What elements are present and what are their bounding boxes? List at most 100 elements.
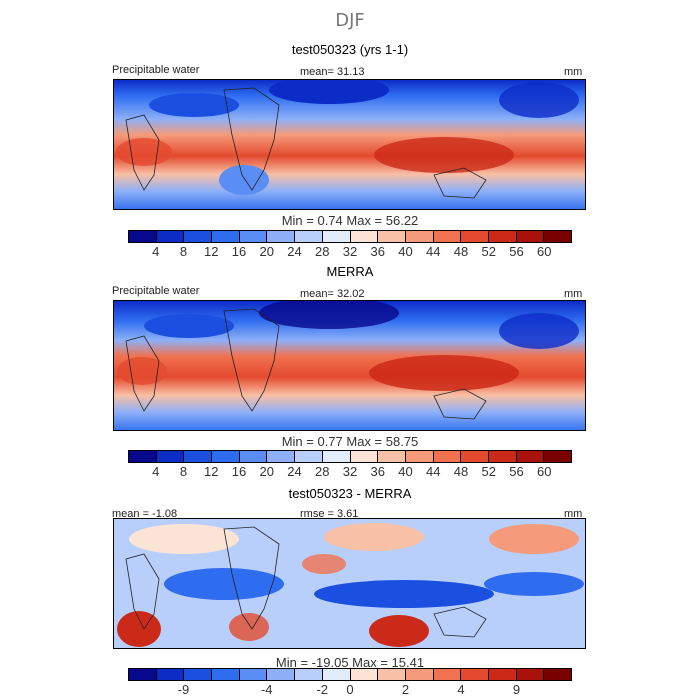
colorbar-swatch bbox=[295, 231, 323, 242]
colorbar-swatch bbox=[156, 231, 185, 242]
panel-3-map bbox=[113, 518, 586, 649]
colorbar-swatch bbox=[350, 451, 379, 462]
colorbar-swatch bbox=[239, 231, 268, 242]
colorbar-tick-label: 28 bbox=[315, 464, 330, 479]
colorbar-tick-label: 12 bbox=[204, 464, 219, 479]
colorbar-swatch bbox=[239, 669, 268, 680]
colorbar-swatch bbox=[488, 231, 517, 242]
colorbar-swatch bbox=[378, 231, 406, 242]
colorbar-swatch bbox=[544, 669, 571, 680]
panel-1-colorbar-ticks: 4 8 12 16 20 24 28 32 36 40 44 48 52 56 60 bbox=[128, 244, 572, 260]
colorbar-tick-label: 16 bbox=[231, 464, 247, 479]
panel-2-mean-label: mean= 32.02 bbox=[300, 288, 365, 300]
colorbar-swatch bbox=[184, 669, 213, 680]
colorbar-swatch bbox=[433, 669, 462, 680]
colorbar-swatch bbox=[267, 231, 296, 242]
colorbar-swatch bbox=[488, 669, 517, 680]
colorbar-tick-label: 44 bbox=[426, 464, 441, 479]
colorbar-swatch bbox=[212, 231, 240, 242]
colorbar-tick-label: 4 bbox=[457, 682, 465, 697]
panel-3-units-label: mm bbox=[564, 508, 583, 520]
panel-3-mean-label: mean = -1.08 bbox=[112, 508, 178, 520]
colorbar-swatch bbox=[212, 669, 240, 680]
colorbar-swatch bbox=[295, 451, 323, 462]
colorbar-tick-label: 36 bbox=[370, 244, 385, 259]
colorbar-swatch bbox=[350, 669, 379, 680]
panel-2-title: MERRA bbox=[326, 264, 374, 279]
colorbar-tick-label: 8 bbox=[179, 244, 188, 259]
colorbar-swatch bbox=[184, 451, 213, 462]
panel-3-colorbar-ticks: -9 -4 -2 0 2 4 9 bbox=[128, 682, 572, 698]
colorbar-tick-label: -2 bbox=[316, 682, 329, 697]
colorbar-swatch bbox=[156, 669, 185, 680]
colorbar-swatch bbox=[129, 669, 157, 680]
colorbar-tick-label: 48 bbox=[453, 464, 469, 479]
colorbar-swatch bbox=[267, 669, 296, 680]
colorbar-tick-label: 44 bbox=[426, 244, 441, 259]
colorbar-swatch bbox=[516, 231, 545, 242]
colorbar-swatch bbox=[378, 451, 406, 462]
figure-title: DJF bbox=[335, 10, 365, 31]
colorbar-swatch bbox=[516, 669, 545, 680]
colorbar-swatch bbox=[129, 451, 157, 462]
colorbar-tick-label: 52 bbox=[481, 464, 496, 479]
panel-1-title: test050323 (yrs 1-1) bbox=[291, 42, 409, 57]
colorbar-tick-label: 32 bbox=[342, 244, 358, 259]
colorbar-swatch bbox=[239, 451, 268, 462]
colorbar-swatch bbox=[378, 669, 406, 680]
colorbar-tick-label: 8 bbox=[179, 464, 188, 479]
colorbar-swatch bbox=[267, 451, 296, 462]
colorbar-swatch bbox=[433, 231, 462, 242]
colorbar-tick-label: 24 bbox=[287, 464, 302, 479]
panel-2-map bbox=[113, 300, 586, 431]
panel-2-colorbar-ticks: 4 8 12 16 20 24 28 32 36 40 44 48 52 56 60 bbox=[128, 464, 572, 480]
colorbar-swatch bbox=[544, 451, 571, 462]
panel-1-colorbar bbox=[128, 230, 572, 243]
colorbar-tick-label: 0 bbox=[346, 682, 354, 697]
colorbar-tick-label: 56 bbox=[509, 244, 524, 259]
colorbar-tick-label: 16 bbox=[231, 244, 247, 259]
colorbar-swatch bbox=[156, 451, 185, 462]
colorbar-swatch bbox=[488, 451, 517, 462]
colorbar-swatch bbox=[212, 451, 240, 462]
colorbar-tick-label: 48 bbox=[453, 244, 469, 259]
colorbar-swatch bbox=[461, 231, 489, 242]
colorbar-swatch bbox=[322, 231, 351, 242]
colorbar-swatch bbox=[516, 451, 545, 462]
colorbar-tick-label: 32 bbox=[342, 464, 358, 479]
panel-1-map bbox=[113, 79, 586, 210]
colorbar-tick-label: 9 bbox=[512, 682, 521, 697]
colorbar-swatch bbox=[295, 669, 323, 680]
colorbar-tick-label: 4 bbox=[152, 244, 160, 259]
colorbar-swatch bbox=[461, 669, 489, 680]
colorbar-tick-label: 60 bbox=[537, 464, 552, 479]
colorbar-tick-label: 40 bbox=[398, 464, 413, 479]
colorbar-tick-label: -4 bbox=[260, 682, 273, 697]
colorbar-tick-label: 4 bbox=[152, 464, 160, 479]
colorbar-tick-label: 28 bbox=[315, 244, 330, 259]
colorbar-swatch bbox=[184, 231, 213, 242]
panel-3-rmse-label: rmse = 3.61 bbox=[300, 508, 359, 520]
colorbar-swatch bbox=[322, 451, 351, 462]
colorbar-tick-label: -9 bbox=[177, 682, 190, 697]
colorbar-swatch bbox=[322, 669, 351, 680]
colorbar-tick-label: 2 bbox=[401, 682, 410, 697]
colorbar-tick-label: 20 bbox=[259, 464, 274, 479]
colorbar-tick-label: 24 bbox=[287, 244, 302, 259]
colorbar-tick-label: 36 bbox=[370, 464, 385, 479]
colorbar-swatch bbox=[544, 231, 571, 242]
panel-3-title: test050323 - MERRA bbox=[288, 486, 412, 501]
colorbar-swatch bbox=[405, 231, 434, 242]
colorbar-swatch bbox=[129, 231, 157, 242]
panel-1-units-label: mm bbox=[564, 66, 583, 78]
panel-3-colorbar bbox=[128, 668, 572, 681]
panel-1-variable-label: Precipitable water bbox=[112, 64, 200, 76]
colorbar-tick-label: 20 bbox=[259, 244, 274, 259]
colorbar-tick-label: 60 bbox=[537, 244, 552, 259]
panel-2-colorbar bbox=[128, 450, 572, 463]
colorbar-tick-label: 40 bbox=[398, 244, 413, 259]
colorbar-swatch bbox=[461, 451, 489, 462]
panel-2-units-label: mm bbox=[564, 288, 583, 300]
panel-1-min-max: Min = 0.74 Max = 56.22 bbox=[281, 213, 419, 228]
colorbar-swatch bbox=[405, 669, 434, 680]
